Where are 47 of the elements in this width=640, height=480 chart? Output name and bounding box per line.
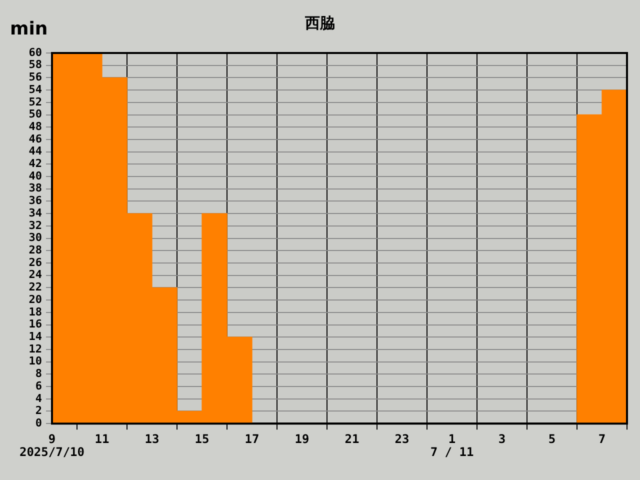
y-tick-label: 44: [28, 144, 42, 158]
x-tick-label: 15: [194, 432, 210, 446]
y-tick-label: 12: [28, 342, 42, 356]
y-tick-label: 40: [28, 169, 42, 182]
x-tick-label: 9: [48, 432, 56, 446]
y-axis-title: min: [10, 18, 48, 40]
y-tick-label: 46: [28, 132, 42, 146]
y-tick-label: 60: [28, 46, 42, 59]
chart-title: 西脇: [304, 14, 335, 32]
y-tick-label: 14: [28, 330, 42, 343]
y-tick-label: 42: [28, 157, 42, 170]
y-tick-label: 52: [28, 95, 42, 108]
y-tick-label: 56: [28, 70, 42, 84]
x-tick-label: 5: [548, 432, 556, 446]
y-tick-label: 50: [28, 108, 42, 121]
y-tick-label: 36: [28, 194, 42, 208]
y-tick-label: 6: [35, 379, 42, 392]
y-tick-label: 38: [28, 182, 42, 195]
x-tick-label: 1: [448, 432, 456, 446]
x-tick-label: 17: [244, 432, 260, 446]
y-tick-label: 22: [28, 280, 42, 294]
y-tick-label: 0: [35, 416, 42, 430]
y-tick-label: 54: [28, 82, 42, 96]
x-tick-label: 19: [294, 432, 310, 446]
x-tick-label: 13: [144, 432, 160, 446]
x-tick-label: 3: [498, 432, 506, 446]
y-tick-label: 4: [35, 392, 42, 405]
y-tick-label: 24: [28, 268, 42, 282]
y-tick-label: 16: [28, 318, 42, 331]
text: 2025/7/10: [19, 445, 85, 460]
y-tick-label: 58: [28, 58, 42, 72]
text: 7 / 11: [430, 445, 474, 460]
y-tick-label: 20: [28, 292, 42, 306]
y-tick-label: 10: [28, 354, 42, 368]
x-tick-label: 23: [394, 432, 410, 446]
y-tick-label: 18: [28, 305, 42, 318]
y-tick-label: 28: [28, 244, 42, 257]
x-tick-label: 11: [94, 432, 110, 446]
y-tick-label: 48: [28, 120, 42, 133]
x-tick-label: 21: [344, 432, 360, 446]
x-tick-label: 7: [598, 432, 606, 446]
y-tick-label: 8: [35, 367, 42, 380]
y-tick-label: 30: [28, 231, 42, 244]
y-tick-label: 34: [28, 206, 42, 220]
y-tick-label: 26: [28, 256, 42, 269]
y-tick-label: 2: [35, 404, 42, 418]
y-tick-label: 32: [28, 218, 42, 232]
